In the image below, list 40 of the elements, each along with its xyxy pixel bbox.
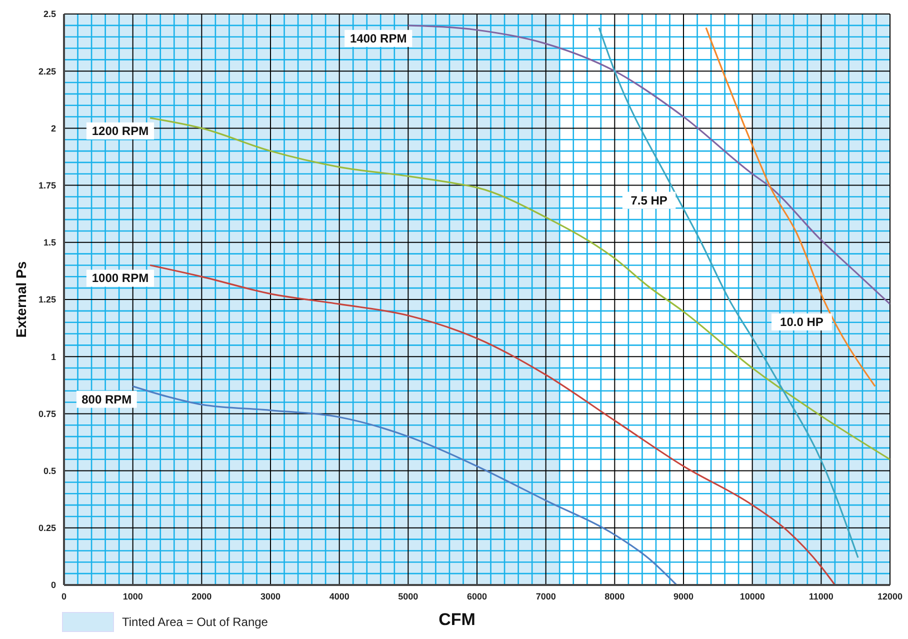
x-tick-label: 0 <box>61 591 67 602</box>
series-label: 10.0 HP <box>780 314 824 329</box>
x-tick-label: 3000 <box>260 591 281 602</box>
series-label: 1000 RPM <box>92 271 149 286</box>
series-label: 800 RPM <box>82 392 132 406</box>
y-axis-title: External Ps <box>13 261 29 338</box>
series-label: 1400 RPM <box>350 31 407 46</box>
x-tick-label: 1000 <box>122 591 143 602</box>
x-tick-label: 9000 <box>673 591 694 602</box>
x-axis-title: CFM <box>438 610 476 629</box>
y-tick-label: 1.25 <box>38 294 56 305</box>
line-series <box>407 24 890 305</box>
x-tick-label: 11000 <box>808 591 834 602</box>
y-tick-label: 2.25 <box>38 66 56 76</box>
x-tick-label: 2000 <box>192 591 212 602</box>
line-series <box>705 26 876 388</box>
x-tick-label: 5000 <box>398 591 418 602</box>
y-tick-label: 1.5 <box>43 238 56 248</box>
y-tick-label: 0 <box>50 580 56 590</box>
y-tick-label: 2.5 <box>43 9 56 20</box>
x-tick-label: 7000 <box>536 591 556 602</box>
y-tick-label: 0.75 <box>38 408 56 419</box>
line-series <box>149 117 890 460</box>
y-tick-label: 1.75 <box>38 180 56 190</box>
series-label: 7.5 HP <box>630 193 668 208</box>
line-series <box>149 264 836 585</box>
series-label: 1200 RPM <box>92 124 149 138</box>
line-series <box>132 385 678 585</box>
y-tick-label: 0.25 <box>38 523 56 534</box>
x-tick-label: 12000 <box>877 591 903 602</box>
x-tick-label: 10000 <box>740 591 765 602</box>
x-tick-label: 8000 <box>604 591 625 602</box>
legend-label: Tinted Area = Out of Range <box>122 615 268 629</box>
band-key: Tinted Area = Out of Range <box>62 612 268 632</box>
x-tick-label: 4000 <box>329 591 350 602</box>
y-tick-label: 2 <box>50 123 56 134</box>
x-tick-label: 6000 <box>466 591 488 602</box>
y-tick-label: 1 <box>50 352 56 362</box>
line-series <box>598 26 859 558</box>
y-tick-label: 0.5 <box>43 466 56 476</box>
